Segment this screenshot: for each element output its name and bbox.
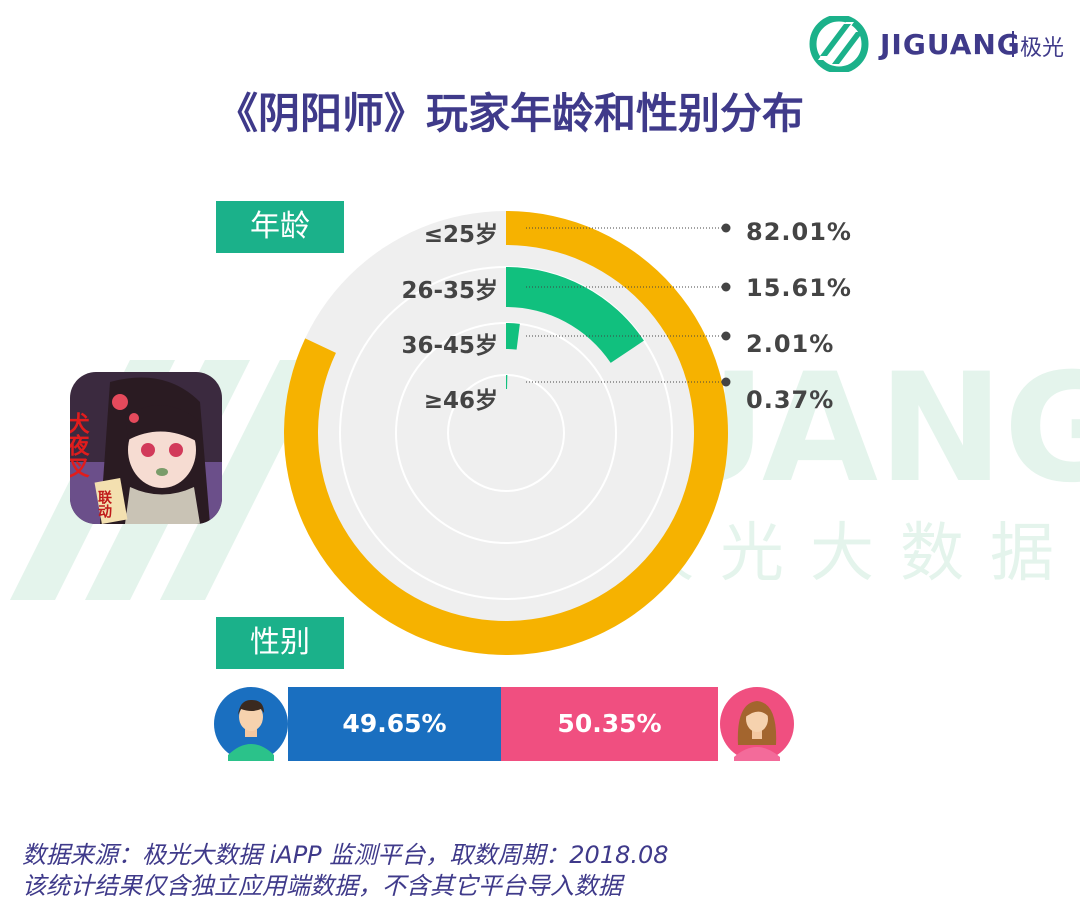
age-arc <box>506 375 508 390</box>
age-leader-group <box>526 223 731 387</box>
logo-divider <box>1012 31 1014 57</box>
jiguang-logo-icon <box>809 14 869 74</box>
age-leader-dot <box>721 282 731 292</box>
age-value-label: 82.01% <box>746 218 852 246</box>
female-avatar <box>718 687 796 761</box>
age-arc-group <box>284 211 728 655</box>
watermark-stripe <box>160 360 325 600</box>
age-value-label: 15.61% <box>746 274 852 302</box>
age-section-tag: 年龄 <box>216 201 344 253</box>
app-icon-image: 犬夜叉 联动 <box>64 372 222 524</box>
female-bar: 50.35% <box>501 687 718 761</box>
age-category-label: ≥46岁 <box>423 388 498 414</box>
logo-cn-text: 极光 <box>1020 36 1065 61</box>
age-radial-chart <box>284 211 731 655</box>
male-avatar <box>214 687 288 761</box>
app-icon: 犬夜叉 联动 <box>64 372 222 524</box>
app-icon-subtitle: 联动 <box>96 490 112 519</box>
jiguang-logo: JIGUANG 极光 <box>806 14 1068 74</box>
age-category-label: ≤25岁 <box>423 222 498 248</box>
age-category-label: 26-35岁 <box>401 278 498 304</box>
footer-note: 该统计结果仅含独立应用端数据，不含其它平台导入数据 <box>22 872 622 900</box>
age-leader-dot <box>721 331 731 341</box>
footer-source: 数据来源：极光大数据 iAPP 监测平台，取数周期：2018.08 <box>22 841 669 869</box>
gender-section-tag: 性别 <box>216 617 344 669</box>
female-avatar-icon <box>720 687 794 761</box>
page-title: 《阴阳师》玩家年龄和性别分布 <box>215 89 804 138</box>
male-avatar-icon <box>214 687 288 761</box>
age-leader-dot <box>721 377 731 387</box>
age-arc <box>506 323 520 350</box>
age-value-label: 2.01% <box>746 330 835 358</box>
male-bar: 49.65% <box>288 687 501 761</box>
age-leader-dot <box>721 223 731 233</box>
age-category-label: 36-45岁 <box>401 333 498 359</box>
age-arc <box>506 267 644 363</box>
logo-brand-text: JIGUANG <box>880 28 1021 61</box>
age-value-label: 0.37% <box>746 386 835 414</box>
app-icon-title: 犬夜叉 <box>70 412 91 479</box>
